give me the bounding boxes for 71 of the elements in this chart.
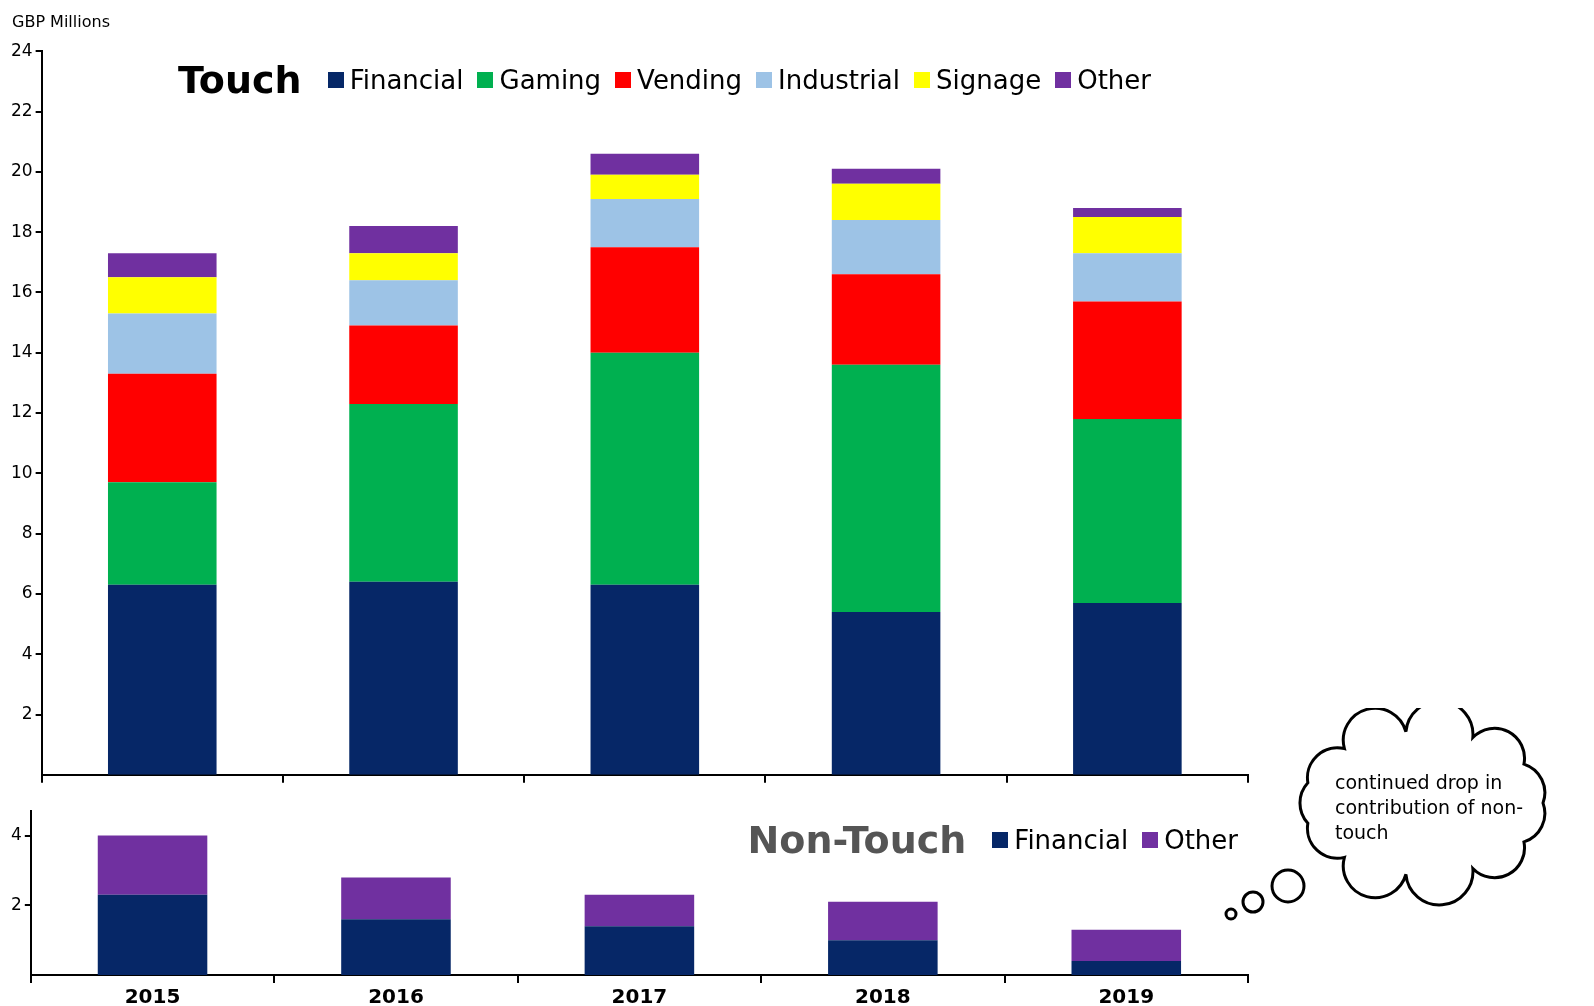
- bar: [1073, 253, 1182, 302]
- bar: [590, 198, 700, 248]
- legend-label: Financial: [349, 65, 464, 95]
- bar: [107, 253, 217, 278]
- text: continued drop in contribution of non-touch: [1335, 770, 1525, 845]
- bar: [1071, 929, 1182, 962]
- legend-title: Touch: [178, 58, 302, 102]
- bar: [1071, 961, 1182, 975]
- bar: [107, 373, 217, 483]
- y-tick-label: 10: [10, 461, 33, 482]
- y-tick-label: 20: [10, 160, 33, 181]
- y-axis-title: GBP Millions: [12, 12, 110, 31]
- y-tick-label: 4: [21, 642, 33, 663]
- bar: [107, 277, 217, 314]
- bar: [349, 226, 458, 254]
- y-tick-label: 2: [10, 893, 22, 914]
- bar: [590, 352, 700, 585]
- bar: [831, 611, 941, 775]
- y-tick-label: 2: [21, 702, 33, 723]
- bar: [1073, 301, 1182, 420]
- bar: [831, 168, 941, 184]
- bar: [1073, 207, 1182, 218]
- x-tick-label: 2019: [1098, 984, 1155, 1006]
- bar: [1073, 419, 1182, 603]
- x-tick-label: 2018: [855, 984, 911, 1006]
- bar: [1073, 602, 1182, 775]
- bar: [349, 280, 458, 326]
- bar: [831, 220, 941, 275]
- bar: [590, 174, 700, 199]
- bar: [349, 581, 458, 775]
- bar: [831, 274, 941, 365]
- legend-label: Gaming: [499, 65, 602, 95]
- bar: [107, 482, 217, 585]
- bar: [590, 247, 700, 353]
- bar: [97, 835, 208, 895]
- bar: [831, 183, 941, 221]
- y-tick-label: 22: [10, 99, 33, 120]
- legend-label: Industrial: [778, 65, 901, 95]
- y-tick-label: 24: [10, 39, 33, 60]
- y-tick-label: 16: [10, 280, 33, 301]
- bar: [97, 894, 208, 975]
- x-tick-label: 2015: [124, 984, 181, 1006]
- bar: [349, 253, 458, 281]
- bar: [590, 584, 700, 775]
- legend-label: Vending: [637, 65, 743, 95]
- bar: [107, 584, 217, 775]
- x-tick-label: 2016: [368, 984, 424, 1006]
- bar: [584, 894, 695, 927]
- legend-label: Other: [1164, 825, 1238, 855]
- bar: [584, 926, 695, 975]
- legend-label: Other: [1077, 65, 1151, 95]
- bar: [349, 325, 458, 404]
- y-tick-label: 14: [10, 341, 33, 362]
- bar: [828, 901, 938, 941]
- bar: [831, 364, 941, 612]
- y-tick-label: 18: [10, 220, 33, 241]
- bar: [349, 403, 458, 582]
- legend-label: Signage: [936, 65, 1042, 95]
- bar: [341, 919, 451, 975]
- bar: [828, 940, 938, 975]
- y-tick-label: 8: [21, 522, 33, 543]
- bar: [590, 153, 700, 175]
- y-tick-label: 6: [21, 582, 33, 603]
- legend-label: Financial: [1014, 825, 1129, 855]
- bar: [341, 877, 451, 920]
- y-tick-label: 12: [10, 401, 33, 422]
- legend-title: Non-Touch: [747, 818, 967, 862]
- bar: [107, 313, 217, 374]
- bar: [1073, 217, 1182, 254]
- x-tick-label: 2017: [611, 984, 668, 1006]
- y-tick-label: 4: [10, 824, 22, 845]
